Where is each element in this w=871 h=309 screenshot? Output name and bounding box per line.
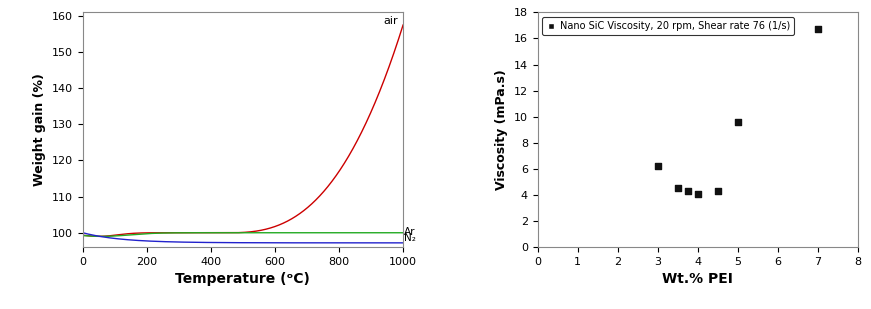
- Point: [651, 164, 665, 169]
- Point: [711, 188, 725, 193]
- Point: [671, 186, 685, 191]
- Text: N₂: N₂: [404, 232, 415, 243]
- Point: [681, 188, 695, 193]
- Point: [691, 191, 705, 196]
- Legend: Nano SiC Viscosity, 20 rpm, Shear rate 76 (1/s): Nano SiC Viscosity, 20 rpm, Shear rate 7…: [543, 17, 794, 35]
- Point: [731, 120, 745, 125]
- Text: Ar: Ar: [404, 227, 415, 237]
- X-axis label: Temperature (ᵒC): Temperature (ᵒC): [175, 273, 310, 286]
- Point: [811, 27, 825, 32]
- X-axis label: Wt.% PEI: Wt.% PEI: [662, 273, 733, 286]
- Y-axis label: Viscosity (mPa.s): Viscosity (mPa.s): [496, 70, 508, 190]
- Text: air: air: [383, 16, 398, 26]
- Y-axis label: Weight gain (%): Weight gain (%): [33, 73, 46, 186]
